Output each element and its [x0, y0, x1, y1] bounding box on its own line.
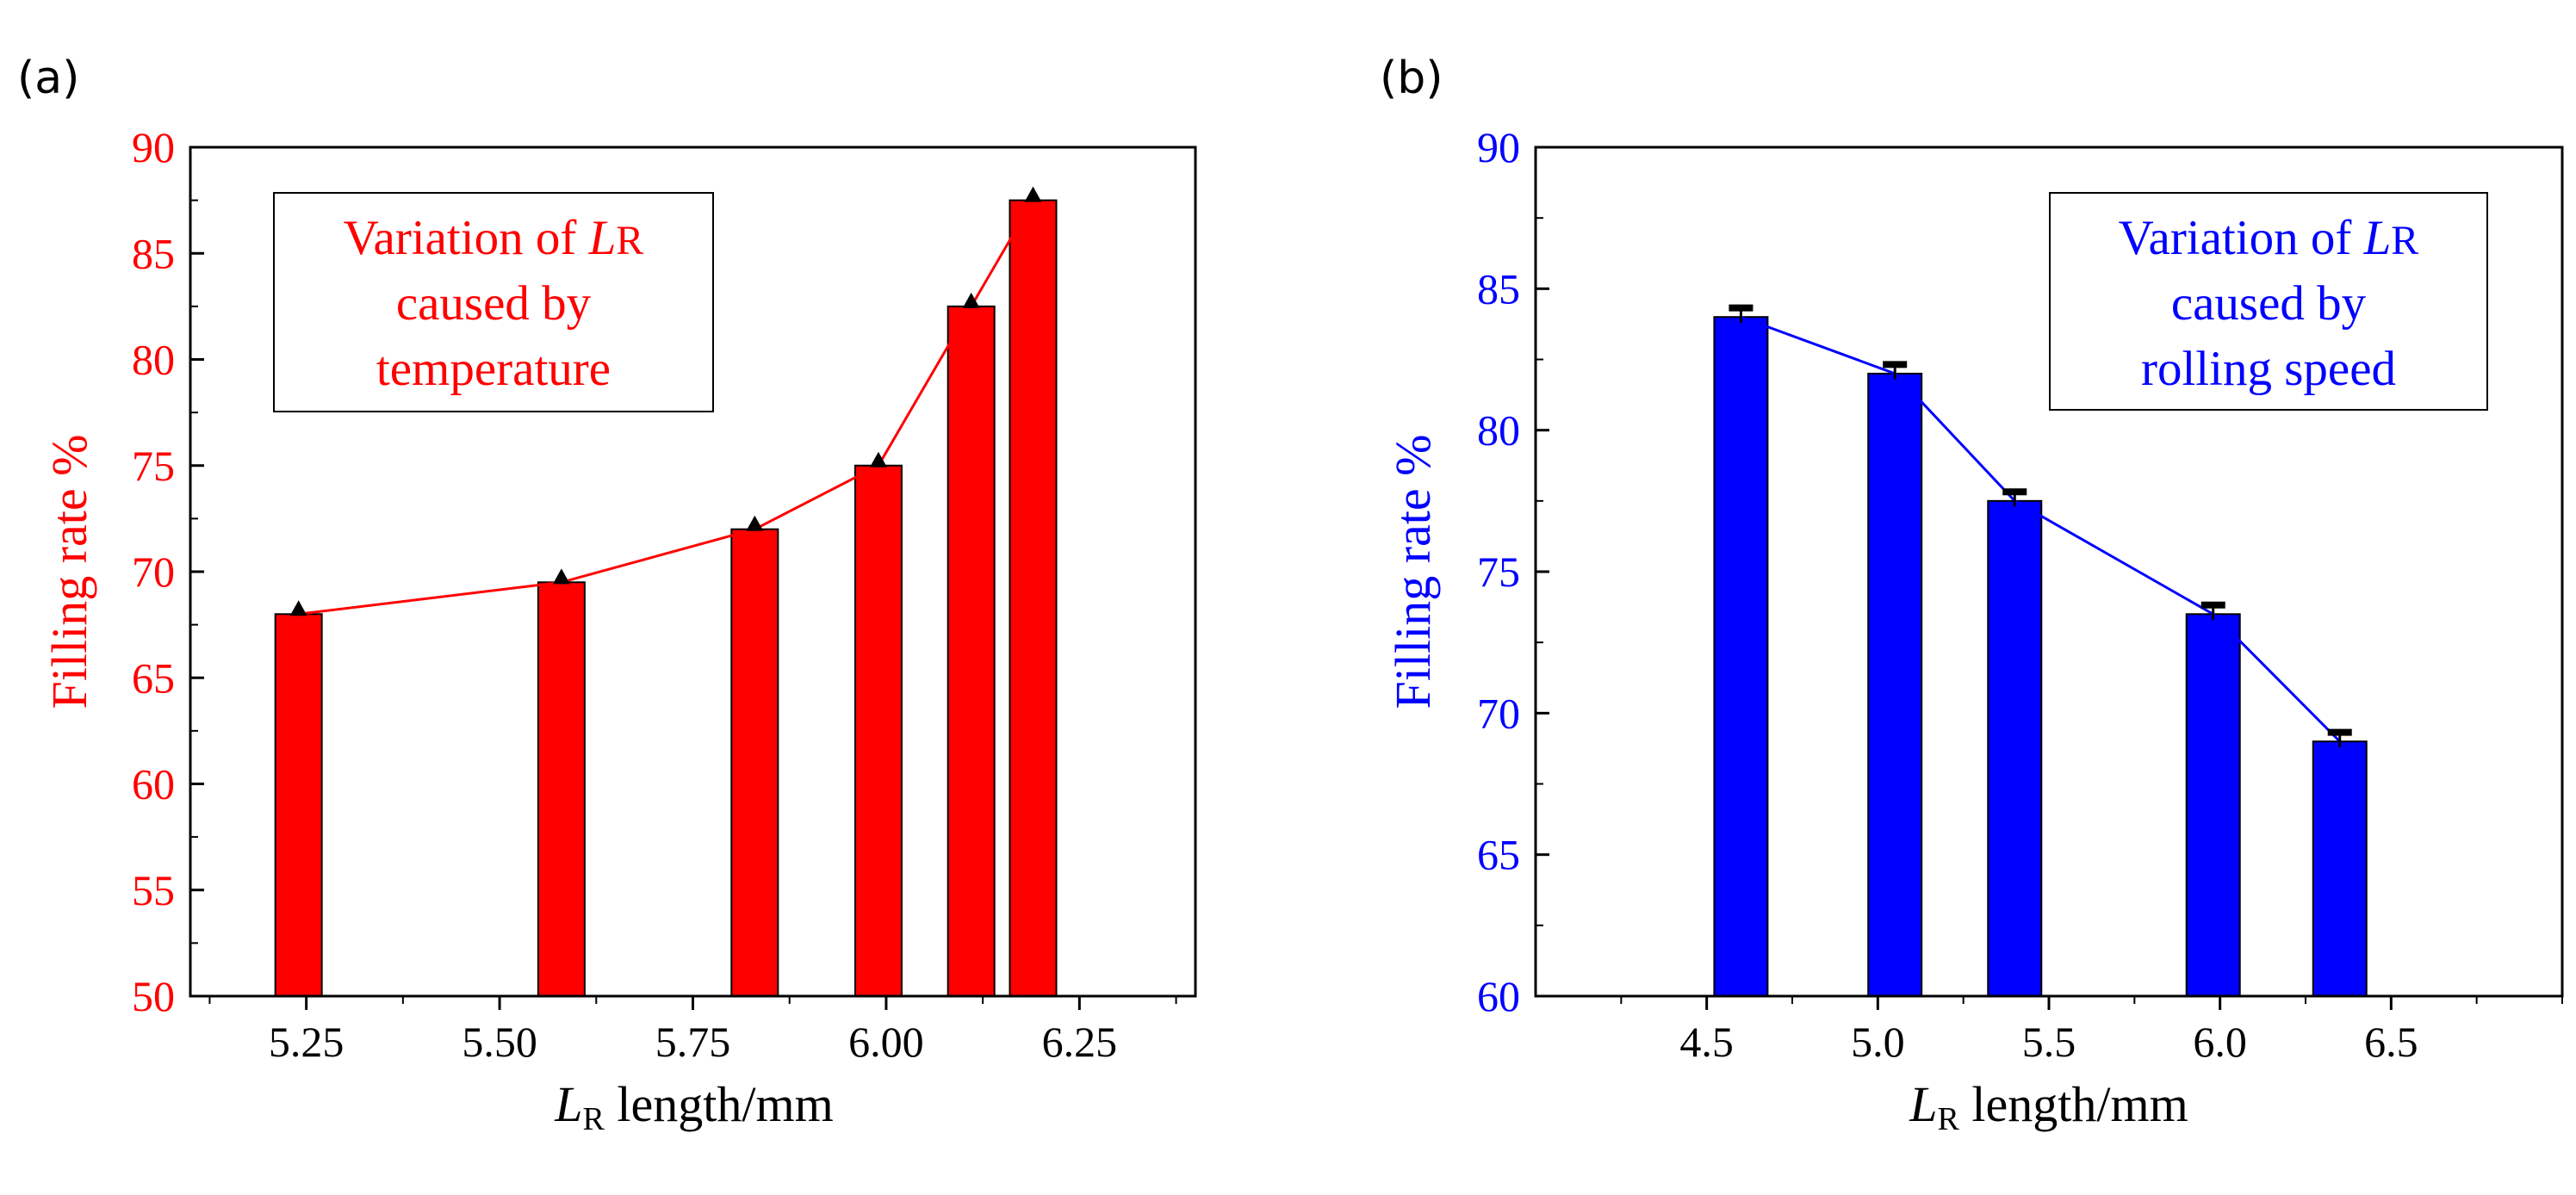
chart-a-xtick-label: 6.00 [848, 1018, 924, 1066]
chart-a-ylabel: Filling rate % [41, 435, 97, 709]
chart-a-bar [1009, 199, 1058, 997]
chart-a-series-line [298, 199, 1034, 616]
chart-b-annotation-line1: Variation of LR [2119, 211, 2419, 265]
chart-a-ytick-label: 90 [132, 123, 175, 171]
chart-b-bar [2185, 613, 2241, 997]
chart-a-point [289, 600, 307, 616]
chart-a-point [869, 451, 887, 467]
chart-b-xtick-label: 5.5 [2022, 1018, 2076, 1066]
chart-a-ytick-label: 60 [132, 760, 175, 808]
chart-a-xtick-label: 5.25 [269, 1018, 345, 1066]
chart-b-error-bar [2002, 488, 2027, 507]
chart-b-error-bar [1729, 304, 1754, 323]
chart-b-xtick-label: 6.5 [2364, 1018, 2418, 1066]
chart-b-bar [1713, 316, 1769, 997]
chart-a-ytick-label: 55 [132, 866, 175, 914]
chart-b-annotation-line3: rolling speed [2141, 342, 2396, 396]
chart-a-ytick-label: 85 [132, 229, 175, 277]
chart-b-xlabel-var: L [1909, 1076, 1937, 1132]
chart-a-point [746, 515, 764, 531]
chart-b-bar [1867, 372, 1923, 997]
chart-a-ytick-label: 50 [132, 972, 175, 1020]
chart-b-marks [1713, 304, 2368, 997]
chart-a-annotation-prefix: Variation of [344, 211, 589, 265]
chart-b-error-bar [2327, 728, 2352, 747]
panel-label-a: (a) [17, 53, 79, 104]
chart-b-xlabel-rest: length/mm [1959, 1076, 2188, 1132]
chart-a-ytick-label: 75 [132, 442, 175, 490]
chart-a-point [552, 568, 570, 585]
chart-a-xlabel: LR length/mm [554, 1076, 833, 1137]
chart-a-ytick-label: 80 [132, 336, 175, 384]
chart-b-annotation-sub: R [2391, 218, 2418, 263]
chart-a-bar [537, 581, 586, 997]
chart-a-annotation-var: L [588, 211, 617, 265]
chart-a-xlabel-sub: R [583, 1101, 605, 1137]
chart-a-ytick-label: 65 [132, 653, 175, 702]
chart-a-annotation: Variation of LR caused by temperature [273, 192, 714, 412]
chart-b-annotation: Variation of LR caused by rolling speed [2049, 192, 2488, 411]
chart-b-ytick-label: 75 [1477, 548, 1520, 596]
chart-b-xlabel: LR length/mm [1909, 1076, 2188, 1137]
chart-a-xtick-label: 5.75 [655, 1018, 731, 1066]
chart-b-error-bar [1883, 361, 1908, 380]
chart-b-error-bar [2200, 601, 2225, 620]
chart-a-bar [853, 464, 903, 997]
chart-b-xlabel-sub: R [1938, 1101, 1960, 1137]
chart-a-point [1024, 186, 1042, 202]
chart-b: 60 65 70 75 80 85 90 4.5 5.0 5.5 6.0 6.5 Variation … [1385, 123, 2564, 1137]
chart-b-annotation-prefix: Variation of [2119, 211, 2364, 265]
chart-b-ticks: 60 65 70 75 80 85 90 4.5 5.0 5.5 6.0 6.5 [1477, 123, 2563, 1066]
chart-a-bar [730, 528, 779, 997]
chart-b-annotation-var: L [2363, 211, 2392, 265]
chart-b-ytick-label: 70 [1477, 689, 1520, 737]
chart-a-xtick-label: 6.25 [1042, 1018, 1118, 1066]
chart-a-marks [274, 186, 1058, 997]
chart-b-ytick-label: 60 [1477, 972, 1520, 1020]
chart-a-annotation-line2: caused by [396, 276, 592, 331]
chart-a-annotation-line1: Variation of LR [344, 211, 644, 265]
panel-label-b: (b) [1380, 53, 1443, 104]
chart-a-xlabel-rest: length/mm [605, 1076, 834, 1132]
chart-b-annotation-box [2049, 192, 2488, 411]
chart-b-xtick-label: 6.0 [2193, 1018, 2247, 1066]
chart-a-point [962, 292, 980, 308]
chart-a-ytick-label: 70 [132, 548, 175, 596]
chart-b-ytick-label: 65 [1477, 831, 1520, 879]
chart-a-annotation-line3: temperature [376, 342, 611, 396]
chart-b-xtick-label: 4.5 [1679, 1018, 1734, 1066]
chart-b-ytick-label: 90 [1477, 123, 1520, 171]
chart-a-annotation-sub: R [616, 218, 643, 263]
chart-b-ylabel: Filling rate % [1385, 435, 1441, 709]
chart-a-xlabel-var: L [554, 1076, 582, 1132]
chart-b-xtick-label: 5.0 [1851, 1018, 1905, 1066]
chart-a-xtick-label: 5.50 [462, 1018, 537, 1066]
chart-b-bar [2312, 740, 2368, 997]
chart-b-ytick-label: 80 [1477, 406, 1520, 455]
chart-a-ticks: 50 55 60 65 70 75 80 85 90 5.25 5.50 5.75 6.00 6.25 [132, 123, 1177, 1066]
chart-b-annotation-line2: caused by [2171, 276, 2367, 331]
chart-a-annotation-box [273, 192, 714, 412]
chart-b-ytick-label: 85 [1477, 264, 1520, 313]
chart-a: 50 55 60 65 70 75 80 85 90 5.25 5.50 5.75 6.00 6.25 V… [41, 123, 1197, 1137]
chart-a-bar [947, 305, 996, 997]
chart-b-bar [1987, 499, 2043, 997]
chart-a-bar [274, 613, 323, 997]
